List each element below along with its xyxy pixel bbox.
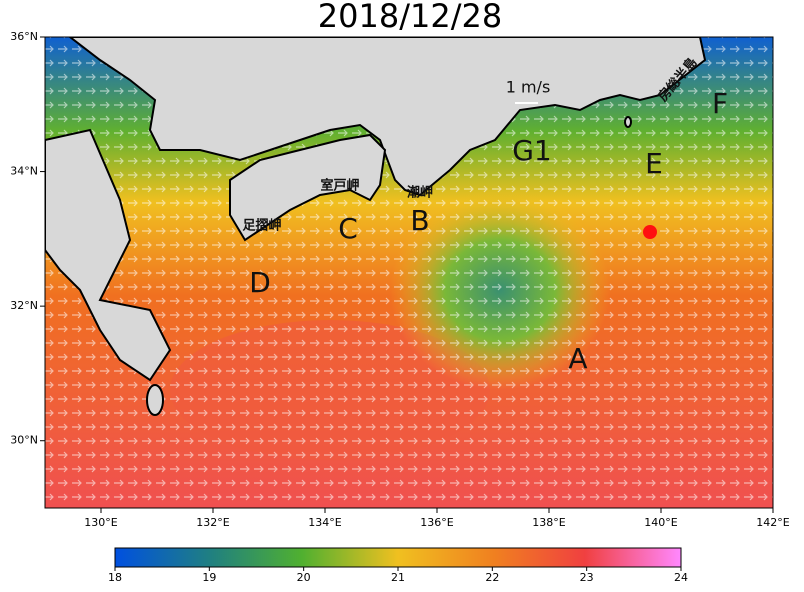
region-label: G1	[512, 134, 552, 167]
colorbar-tick-label: 18	[108, 571, 122, 584]
region-label: A	[568, 342, 587, 375]
x-tick-label: 140°E	[644, 516, 677, 529]
region-label: F	[712, 87, 728, 120]
region-label: C	[338, 212, 358, 245]
colorbar-tick-label: 20	[297, 571, 311, 584]
honshu	[68, 37, 707, 197]
y-tick-label: 34°N	[10, 165, 38, 178]
place-name: 室戸岬	[320, 178, 359, 194]
x-tick-label: 132°E	[196, 516, 229, 529]
y-tick-label: 32°N	[10, 299, 38, 312]
x-tick-label: 138°E	[532, 516, 565, 529]
land	[45, 37, 707, 416]
colorbar-tick-label: 21	[391, 571, 405, 584]
colorbar	[114, 547, 682, 568]
colorbar-tick-label: 19	[202, 571, 216, 584]
place-name: 足摺岬	[242, 219, 281, 234]
title: 2018/12/28	[318, 0, 502, 35]
colorbar-tick-label: 23	[580, 571, 594, 584]
place-name: 潮岬	[407, 185, 433, 201]
kyushu	[45, 128, 172, 382]
y-tick-label: 30°N	[10, 434, 38, 447]
region-label: D	[249, 266, 271, 299]
colorbar-tick-label: 22	[485, 571, 499, 584]
marker	[643, 225, 657, 239]
x-tick-label: 142°E	[756, 516, 789, 529]
region-label: E	[645, 147, 663, 180]
x-tick-label: 136°E	[420, 516, 453, 529]
island	[624, 116, 632, 128]
shikoku	[229, 133, 387, 242]
x-tick-label: 134°E	[308, 516, 341, 529]
scale-label: 1 m/s	[506, 78, 551, 97]
frame	[44, 36, 774, 509]
y-tick-label: 36°N	[10, 30, 38, 43]
island	[146, 384, 164, 416]
colorbar-tick-label: 24	[674, 571, 688, 584]
map-area	[45, 37, 773, 508]
x-tick-label: 130°E	[84, 516, 117, 529]
region-label: B	[410, 204, 429, 237]
